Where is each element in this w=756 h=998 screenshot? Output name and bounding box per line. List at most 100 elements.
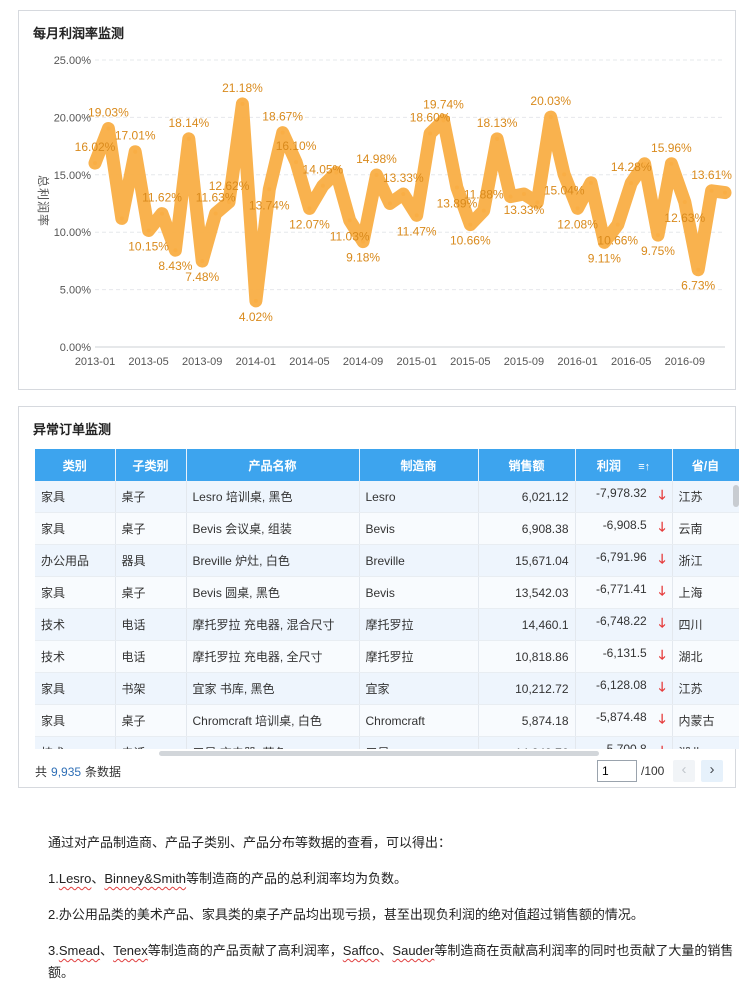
profit-value: -6,128.08 [596,677,647,692]
data-point [642,161,647,166]
data-label: 13.74% [249,198,290,212]
table-row[interactable]: 家具 桌子 Bevis 圆桌, 黑色 Bevis 13,542.03 🡓 -6,771.41… [35,576,739,609]
data-label: 12.07% [289,217,330,231]
p1-sep: 、 [91,871,105,886]
table-row[interactable]: 技术 电话 摩托罗拉 充电器, 全尺寸 摩托罗拉 10,818.86 🡓 -6,131.5 湖… [35,640,739,673]
data-point [615,222,620,227]
abnormal-orders-panel: 异常订单监测 类别 子类别 产品名称 制造商 销售额 利润 ≡↑ 省/自 [18,406,739,788]
cell-sales: 15,671.04 [478,544,576,577]
col-header-province[interactable]: 省/自 [672,449,739,481]
cell-profit: 🡓 -7,978.32 [575,481,673,513]
data-point [374,173,379,178]
table-row[interactable]: 家具 桌子 Bevis 会议桌, 组装 Bevis 6,908.38 🡓 -6,908.5 云… [35,512,739,545]
total-prefix: 共 [35,765,48,779]
data-point [106,126,111,131]
data-point [682,200,687,205]
arrow-down-icon: 🡓 [658,678,666,694]
cell-province: 湖北 [672,640,739,673]
profit-value-wrap: -7,978.32 [596,486,647,500]
data-label: 11.47% [397,224,437,238]
p3-term-saffco: Saffco [342,943,380,958]
data-label: 10.15% [128,239,169,253]
orders-table-container[interactable]: 类别 子类别 产品名称 制造商 销售额 利润 ≡↑ 省/自 家具 桌子 Lesro … [35,449,739,749]
data-point [454,185,459,190]
data-point [441,118,446,123]
page-number-input[interactable] [597,760,637,782]
table-row[interactable]: 家具 桌子 Lesro 培训桌, 黑色 Lesro 6,021.12 🡓 -7,978.32… [35,481,739,513]
profit-value: -6,131.5 [602,645,647,660]
data-point [669,161,674,166]
x-tick-label: 2016-01 [557,356,597,368]
data-point [334,170,339,175]
table-row[interactable]: 家具 书架 宜家 书库, 黑色 宜家 10,212.72 🡓 -6,128.08 江苏 [35,672,739,705]
cell-province: 浙江 [672,544,739,577]
data-label: 21.18% [222,81,263,95]
p1-num: 1. [48,871,59,886]
p3-sep2: 、 [379,943,393,958]
x-tick-label: 2013-05 [128,356,168,368]
profit-value-wrap: -6,131.5 [603,646,647,660]
sort-ascending-icon[interactable]: ≡↑ [638,460,651,473]
data-point [160,211,165,216]
data-point [146,228,151,233]
table-row[interactable]: 技术电话三星 充电器, 蓝色三星14,249.76 🡓 -5,700.8 湖北 [35,736,739,750]
y-tick-label: 5.00% [60,285,91,297]
data-label: 13.89% [437,197,478,211]
cell-profit: 🡓 -6,908.5 [575,512,673,545]
col-header-category[interactable]: 类别 [35,449,116,481]
cell-province: 江苏 [672,672,739,705]
table-horizontal-scrollbar[interactable] [159,751,599,756]
data-label: 4.02% [239,310,273,324]
data-label: 11.03% [330,229,370,243]
cell-province: 云南 [672,512,739,545]
data-label: 16.02% [75,140,116,154]
cell-sales: 13,542.03 [478,576,576,609]
x-tick-label: 2013-01 [75,356,115,368]
cell-product-name: 摩托罗拉 充电器, 全尺寸 [186,640,360,673]
cell-manufacturer: 宜家 [359,672,479,705]
col-header-sales[interactable]: 销售额 [478,449,576,481]
notes-point-2: 2.办公用品类的美术产品、家具类的桌子产品均出现亏损，甚至出现负利润的绝对值超过… [48,907,644,922]
arrow-down-icon: 🡓 [658,550,666,566]
p3-mid: 等制造商的产品贡献了高利润率， [147,943,343,958]
data-point [133,149,138,154]
cell-product-name: Lesro 培训桌, 黑色 [186,481,360,513]
profit-value-wrap: -6,771.41 [596,582,647,596]
data-point [481,208,486,213]
arrow-down-icon: 🡓 [658,486,666,502]
cell-province: 内蒙古 [672,704,739,737]
table-vertical-scrollbar[interactable] [733,485,739,507]
table-row[interactable]: 技术 电话 摩托罗拉 充电器, 混合尺寸 摩托罗拉 14,460.1 🡓 -6,748.22… [35,608,739,641]
data-point [347,218,352,223]
table-row[interactable]: 办公用品 器具 Breville 炉灶, 白色 Breville 15,671.04 🡓 -… [35,544,739,577]
data-point [267,187,272,192]
table-row[interactable]: 家具 桌子 Chromcraft 培训桌, 白色 Chromcraft 5,874.18… [35,704,739,737]
data-label: 9.11% [588,251,621,265]
data-label: 15.04% [544,183,585,197]
x-tick-label: 2016-05 [611,356,651,368]
col-header-profit[interactable]: 利润 ≡↑ [575,449,673,481]
col-header-subcategory[interactable]: 子类别 [115,449,187,481]
orders-table: 类别 子类别 产品名称 制造商 销售额 利润 ≡↑ 省/自 家具 桌子 Lesro … [35,449,739,749]
x-tick-label: 2013-09 [182,356,222,368]
data-label: 18.14% [168,116,209,130]
cell-manufacturer: Bevis [359,576,479,609]
profit-value-wrap: -5,700.8 [603,742,647,750]
col-header-product-name[interactable]: 产品名称 [186,449,360,481]
cell-subcategory: 桌子 [115,481,187,513]
prev-page-button[interactable]: ‹ [673,760,695,782]
col-header-profit-label: 利润 [596,458,621,473]
data-label: 11.88% [464,188,504,202]
x-tick-label: 2014-01 [236,356,276,368]
x-tick-label: 2016-09 [665,356,705,368]
cell-manufacturer: Lesro [359,481,479,513]
data-label: 9.75% [641,244,675,258]
y-tick-label: 10.00% [54,227,92,239]
data-label: 8.43% [158,259,192,273]
col-header-manufacturer[interactable]: 制造商 [359,449,479,481]
data-label: 14.98% [356,152,397,166]
data-label: 11.62% [142,191,182,205]
next-page-button[interactable]: › [701,760,723,782]
data-label: 7.48% [185,270,219,284]
p3-sep1: 、 [100,943,114,958]
